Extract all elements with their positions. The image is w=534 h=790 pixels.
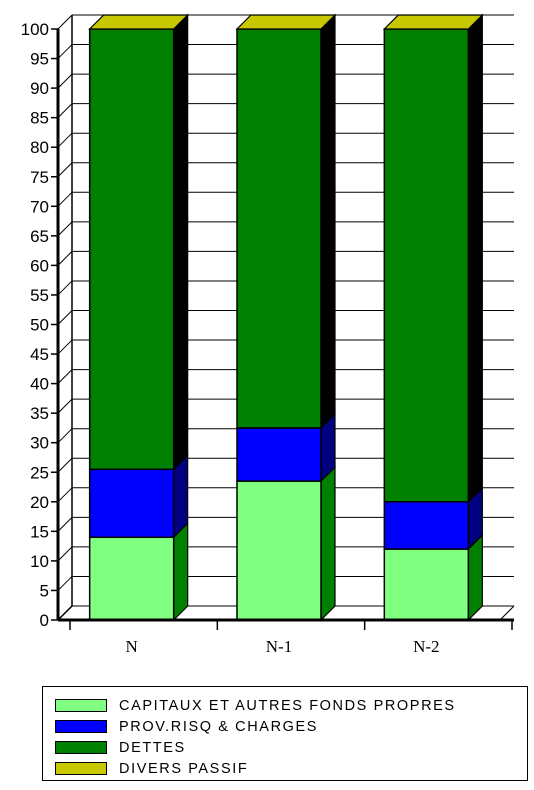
bar-n-1-dettes [236,13,336,430]
gridline-diagonal [57,162,73,178]
legend-item-capitaux: CAPITAUX ET AUTRES FONDS PROPRES [55,695,527,716]
legend-item-divers-passif: DIVERS PASSIF [55,758,527,779]
bar-n-prov-risq-charges [88,453,189,539]
bar-n-2-prov-risq-charges [383,486,483,551]
stacked-bar-chart: 0 5 10 15 20 25 30 35 40 45 50 55 60 65 70 75 80 85 90 95 10… [21,13,515,656]
legend-swatch-capitaux [55,699,107,712]
gridline-diagonal [57,44,73,59]
bar-n-2-top-cap [382,14,484,30]
legend-label-divers-passif: DIVERS PASSIF [119,760,249,777]
x-axis-ticks: N N-1 N-2 [69,620,513,656]
bar-side-face [467,13,483,504]
bars [88,13,484,622]
y-tick-label-45: 45 [30,345,49,364]
bar-front-face [383,28,470,503]
y-tick-label-5: 5 [40,581,49,600]
gridline-diagonal [57,576,73,591]
bar-front-face [88,468,175,539]
gridline-diagonal [57,398,73,414]
legend-item-dettes: DETTES [55,737,527,758]
y-tick-label-0: 0 [40,611,49,630]
y-tick-label-20: 20 [30,493,49,512]
y-tick-label-65: 65 [30,227,49,246]
bar-n-dettes [88,13,189,471]
floor-right-edge [499,605,515,621]
gridline-diagonal [57,14,73,30]
y-tick-label-90: 90 [30,79,49,98]
bar-side-face [320,465,336,622]
x-tick-label-n-1: N-1 [266,637,292,656]
bar-front-face [236,427,322,482]
y-axis-ticks: 0 5 10 15 20 25 30 35 40 45 50 55 60 65 70 75 80 85 90 95 10… [21,20,58,630]
y-tick-label-25: 25 [30,463,49,482]
x-tick-label-n-2: N-2 [413,637,439,656]
y-tick-label-80: 80 [30,138,49,157]
bar-front-face [383,548,470,621]
gridline-diagonal [57,280,73,296]
bar-side-face [320,13,336,430]
bar-n-1-top-cap [235,14,337,30]
bar-n-1-capitaux-et-autres-fonds-propres [236,465,336,622]
gridline-diagonal [57,428,73,444]
y-tick-label-10: 10 [30,552,49,571]
gridline-diagonal [57,516,73,532]
gridline-diagonal [57,487,73,503]
y-tick-label-60: 60 [30,256,49,275]
legend-swatch-provisions [55,720,107,733]
y-tick-label-15: 15 [30,522,49,541]
legend-label-provisions: PROV.RISQ & CHARGES [119,718,319,735]
gridline-diagonal [57,221,73,237]
gridline-diagonal [57,103,73,119]
legend-item-provisions: PROV.RISQ & CHARGES [55,716,527,737]
y-tick-label-30: 30 [30,434,49,453]
bar-side-face [173,13,189,471]
gridline-diagonal [57,310,73,325]
legend: CAPITAUX ET AUTRES FONDS PROPRES PROV.RI… [42,686,528,781]
bar-front-face [236,480,322,621]
legend-label-dettes: DETTES [119,739,186,756]
bar-front-face [383,501,470,550]
gridline-diagonal [57,546,73,562]
gridline-diagonal [57,191,73,207]
gridline-diagonal [57,605,73,621]
y-tick-label-35: 35 [30,404,49,423]
bar-front-face [88,28,175,471]
y-tick-label-70: 70 [30,197,49,216]
gridline-diagonal [57,369,73,384]
y-tick-label-100: 100 [21,20,49,39]
bar-front-face [236,28,322,429]
y-tick-label-95: 95 [30,50,49,69]
legend-swatch-divers-passif [55,762,107,775]
bar-n-top-cap [88,14,190,30]
legend-swatch-dettes [55,741,107,754]
y-tick-label-85: 85 [30,109,49,128]
y-tick-label-75: 75 [30,168,49,187]
bar-n-1-prov-risq-charges [236,412,336,483]
gridline-diagonal [57,339,73,355]
gridline-diagonal [57,73,73,89]
y-tick-label-40: 40 [30,375,49,394]
gridline-diagonal [57,457,73,473]
gridline-diagonal [57,251,73,266]
gridline-diagonal [57,132,73,148]
bar-front-face [88,536,175,621]
bar-n-2-capitaux-et-autres-fonds-propres [383,533,483,622]
legend-label-capitaux: CAPITAUX ET AUTRES FONDS PROPRES [119,697,456,714]
y-tick-label-50: 50 [30,316,49,335]
x-tick-label-n: N [126,637,138,656]
bar-side-face [173,521,189,622]
bar-n-2-dettes [383,13,483,504]
bar-n-capitaux-et-autres-fonds-propres [88,521,189,622]
y-tick-label-55: 55 [30,286,49,305]
